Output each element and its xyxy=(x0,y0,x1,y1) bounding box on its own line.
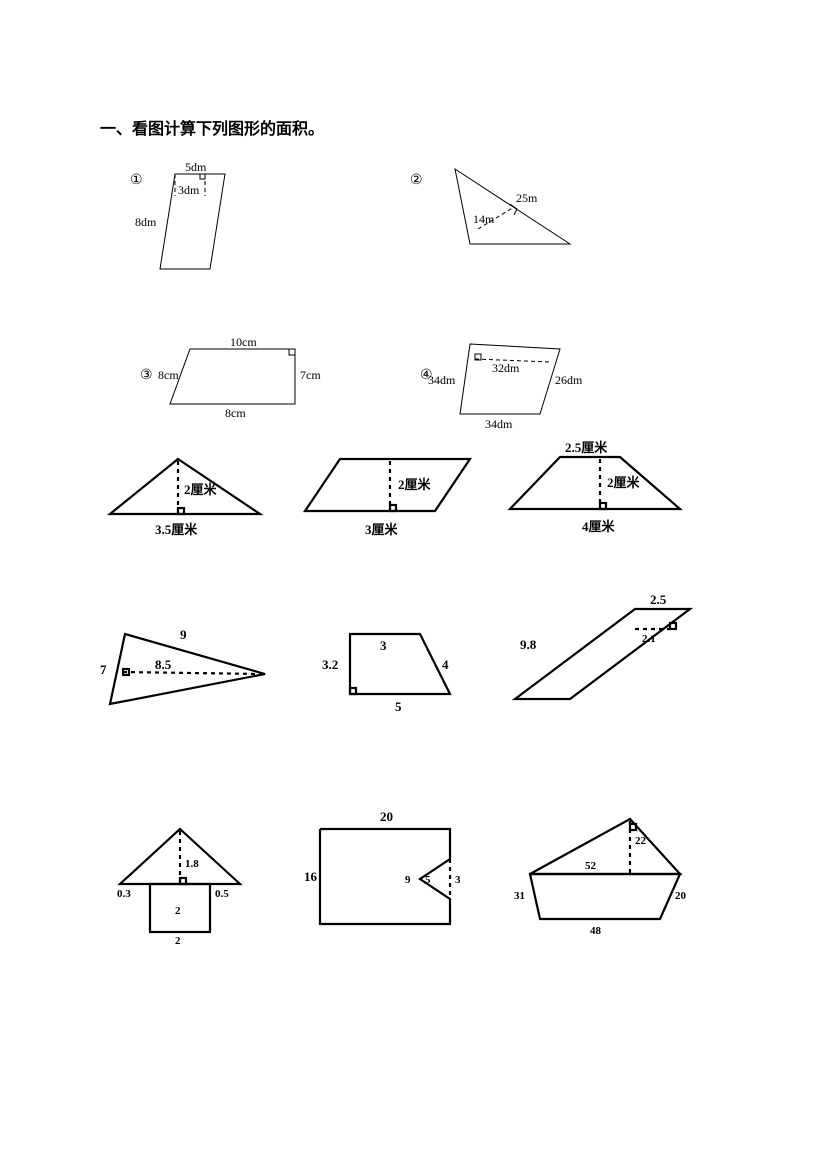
fig-r3-trapezoid: 2.5厘米 2厘米 4厘米 xyxy=(500,439,700,544)
r5-house-ol: 0.3 xyxy=(117,888,131,900)
r5-rect-tw: 3 xyxy=(455,874,461,886)
r4-para-top: 2.5 xyxy=(650,594,667,607)
r4-trap-bottom: 5 xyxy=(395,699,402,714)
r3-trap-b: 4厘米 xyxy=(582,519,616,534)
r5-comp-diag: 52 xyxy=(585,860,597,872)
r5-rect-left: 16 xyxy=(304,869,318,884)
r5-house-sqh: 2 xyxy=(175,905,181,917)
r5-comp-top: 22 xyxy=(635,835,647,847)
fig-r5-house: 1.8 0.3 0.5 2 2 xyxy=(110,819,260,949)
fig4-trapezoid: ④ 32dm 34dm 26dm 34dm xyxy=(420,334,610,439)
r3-tri-b: 3.5厘米 xyxy=(155,522,198,537)
r3-tri-h: 2厘米 xyxy=(184,482,218,497)
r3-para-b: 3厘米 xyxy=(365,522,399,537)
fig1-hgt-label: 3dm xyxy=(178,183,200,197)
fig4-top-label: 32dm xyxy=(492,361,520,375)
r5-house-or: 0.5 xyxy=(215,888,229,900)
diagram-area: ① 5dm 3dm 8dm ② 25m 14m ③ 10cm 8cm 7cm 8… xyxy=(100,139,726,1039)
r5-comp-right: 20 xyxy=(675,890,687,902)
r4-tri-b: 8.5 xyxy=(155,657,172,672)
fig-r5-composite: 22 52 31 20 48 xyxy=(510,809,710,944)
fig2-hyp-label: 25m xyxy=(516,191,538,205)
fig2-num: ② xyxy=(410,173,423,188)
r5-rect-tb: 5 xyxy=(425,874,431,886)
fig1-parallelogram: ① 5dm 3dm 8dm xyxy=(130,159,270,289)
r5-house-sqw: 2 xyxy=(175,935,181,947)
page-title: 一、看图计算下列图形的面积。 xyxy=(100,115,726,139)
fig3-bottom-label: 8cm xyxy=(225,406,246,420)
fig1-side-label: 8dm xyxy=(135,215,157,229)
fig4-left-label: 34dm xyxy=(428,373,456,387)
r4-trap-right: 4 xyxy=(442,657,449,672)
r4-para-side: 9.8 xyxy=(520,637,537,652)
fig3-left-label: 8cm xyxy=(158,368,179,382)
fig-r3-triangle: 2厘米 3.5厘米 xyxy=(100,449,280,544)
r5-rect-top: 20 xyxy=(380,809,393,824)
r4-para-h: 2.1 xyxy=(642,633,656,645)
fig3-right-label: 7cm xyxy=(300,368,321,382)
fig3-trapezoid: ③ 10cm 8cm 7cm 8cm xyxy=(140,334,330,434)
fig4-right-label: 26dm xyxy=(555,373,583,387)
r3-para-h: 2厘米 xyxy=(398,477,432,492)
fig3-num: ③ xyxy=(140,368,153,383)
fig1-num: ① xyxy=(130,173,143,188)
fig-r4-trapezoid: 3 3.2 4 5 xyxy=(310,619,480,719)
fig3-top-label: 10cm xyxy=(230,335,257,349)
r4-tri-a: 9 xyxy=(180,627,187,642)
r3-trap-top: 2.5厘米 xyxy=(565,440,608,455)
fig4-bottom-label: 34dm xyxy=(485,417,513,431)
fig-r4-triangle: 9 8.5 7 xyxy=(100,614,280,729)
r4-trap-left: 3.2 xyxy=(322,657,338,672)
fig1-top-label: 5dm xyxy=(185,160,207,174)
fig-r5-rect-notch: 20 16 9 5 3 xyxy=(300,809,480,939)
fig-r4-parallelogram: 2.5 9.8 2.1 xyxy=(505,594,705,724)
r4-tri-c: 7 xyxy=(100,662,107,677)
fig-r3-parallelogram: 2厘米 3厘米 xyxy=(295,449,485,544)
r5-house-h: 1.8 xyxy=(185,858,199,870)
r4-trap-top: 3 xyxy=(380,638,387,653)
fig2-triangle: ② 25m 14m xyxy=(410,159,590,269)
r5-comp-left: 31 xyxy=(514,890,525,902)
r5-rect-th: 9 xyxy=(405,874,411,886)
fig2-alt-label: 14m xyxy=(473,212,495,226)
r5-comp-bottom: 48 xyxy=(590,925,602,937)
r3-trap-h: 2厘米 xyxy=(607,475,641,490)
